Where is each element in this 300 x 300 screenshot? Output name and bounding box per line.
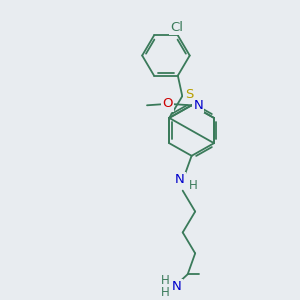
Text: H: H xyxy=(189,179,197,192)
Text: H: H xyxy=(161,286,170,299)
Text: O: O xyxy=(163,98,173,110)
Text: H: H xyxy=(161,274,170,287)
Text: Cl: Cl xyxy=(170,21,183,34)
Text: N: N xyxy=(193,99,203,112)
Text: N: N xyxy=(172,280,182,293)
Text: S: S xyxy=(184,88,193,101)
Text: N: N xyxy=(175,173,184,186)
